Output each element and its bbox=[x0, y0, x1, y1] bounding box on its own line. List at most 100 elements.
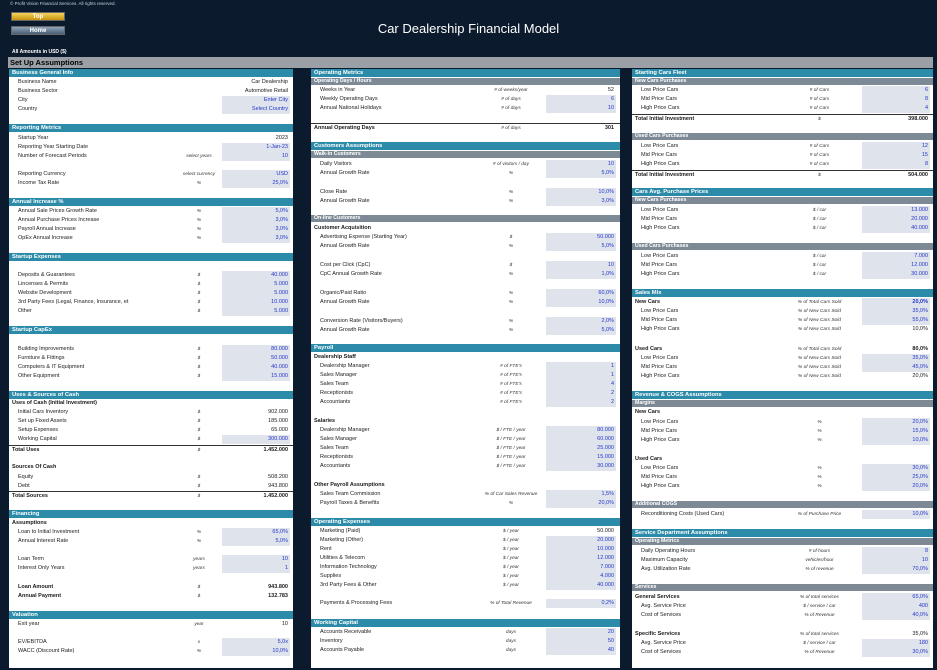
input-cell[interactable]: 40.000 bbox=[222, 271, 290, 280]
input-cell[interactable]: 2 bbox=[546, 398, 616, 407]
input-cell[interactable]: 20,0% bbox=[862, 482, 930, 491]
input-cell[interactable]: 20,0% bbox=[862, 418, 930, 427]
input-cell[interactable]: 1 bbox=[222, 564, 290, 573]
input-cell[interactable]: 1,5% bbox=[546, 490, 616, 499]
input-cell[interactable]: 20,0% bbox=[862, 298, 930, 307]
input-cell[interactable]: 30,0% bbox=[862, 648, 930, 657]
input-cell[interactable]: 30,0% bbox=[862, 464, 930, 473]
input-cell[interactable]: 1-Jan-23 bbox=[222, 143, 290, 152]
input-cell[interactable]: 3,0% bbox=[222, 216, 290, 225]
input-cell[interactable]: 20.000 bbox=[862, 215, 930, 224]
input-cell[interactable]: 5.000 bbox=[222, 280, 290, 289]
input-cell[interactable]: 8 bbox=[862, 160, 930, 169]
value-cell: 301 bbox=[604, 125, 614, 131]
input-cell[interactable]: 4.000 bbox=[546, 572, 616, 581]
input-cell[interactable]: 5,0% bbox=[546, 326, 616, 335]
input-cell[interactable]: 5.000 bbox=[222, 307, 290, 316]
input-cell[interactable]: 10,0% bbox=[222, 647, 290, 656]
input-cell[interactable]: 13.000 bbox=[862, 206, 930, 215]
input-cell[interactable]: 10 bbox=[222, 555, 290, 564]
input-cell[interactable]: 5.000 bbox=[222, 289, 290, 298]
input-cell[interactable]: 15.000 bbox=[546, 453, 616, 462]
input-cell[interactable]: 80.000 bbox=[222, 345, 290, 354]
input-cell[interactable]: 10,0% bbox=[546, 188, 616, 197]
input-cell[interactable]: 45,0% bbox=[862, 363, 930, 372]
input-cell[interactable]: 5,0% bbox=[546, 169, 616, 178]
input-cell[interactable]: 5,0% bbox=[222, 207, 290, 216]
row-label: Interest Only Years bbox=[18, 565, 65, 571]
input-cell[interactable]: 10 bbox=[546, 104, 616, 113]
input-cell[interactable]: 1 bbox=[546, 371, 616, 380]
input-cell[interactable]: 65,0% bbox=[862, 593, 930, 602]
input-cell[interactable]: 10 bbox=[862, 556, 930, 565]
input-cell[interactable]: 12.000 bbox=[862, 261, 930, 270]
input-cell[interactable]: 3,0% bbox=[546, 197, 616, 206]
input-cell[interactable]: 15.000 bbox=[222, 372, 290, 381]
input-cell[interactable]: 25.000 bbox=[546, 444, 616, 453]
input-cell[interactable]: 55,0% bbox=[862, 316, 930, 325]
input-cell[interactable]: 6 bbox=[546, 95, 616, 104]
input-cell[interactable]: 80.000 bbox=[546, 426, 616, 435]
input-cell[interactable]: 30.000 bbox=[862, 270, 930, 279]
top-button[interactable]: Top bbox=[11, 12, 65, 21]
input-cell[interactable]: 4 bbox=[546, 380, 616, 389]
input-cell[interactable]: 10 bbox=[546, 160, 616, 169]
input-cell[interactable]: 40.000 bbox=[546, 581, 616, 590]
input-cell[interactable]: 25,0% bbox=[222, 179, 290, 188]
input-cell[interactable]: 12.000 bbox=[546, 554, 616, 563]
row-reporting-year-starting-date: Reporting Year Starting Date 1-Jan-23 bbox=[9, 143, 293, 152]
row-unit: % bbox=[196, 218, 202, 223]
input-cell[interactable]: 70,0% bbox=[862, 565, 930, 574]
input-cell[interactable]: 50 bbox=[546, 637, 616, 646]
input-cell[interactable]: 40.000 bbox=[222, 363, 290, 372]
input-cell[interactable]: 12 bbox=[862, 142, 930, 151]
input-cell[interactable]: 50.000 bbox=[222, 354, 290, 363]
input-cell[interactable]: 15 bbox=[862, 151, 930, 160]
home-button[interactable]: Home bbox=[11, 26, 65, 35]
input-cell[interactable]: 2,0% bbox=[546, 317, 616, 326]
input-cell[interactable]: 5,0% bbox=[222, 537, 290, 546]
input-cell[interactable]: 1 bbox=[546, 362, 616, 371]
input-cell[interactable]: 4 bbox=[862, 104, 930, 113]
input-cell[interactable]: 25,0% bbox=[862, 473, 930, 482]
input-cell[interactable]: 35,0% bbox=[862, 307, 930, 316]
input-cell[interactable]: 10,0% bbox=[862, 510, 930, 519]
input-cell[interactable]: 1,0% bbox=[546, 270, 616, 279]
input-cell[interactable]: 6 bbox=[862, 86, 930, 95]
input-cell[interactable]: 10,0% bbox=[546, 298, 616, 307]
input-cell[interactable]: 10 bbox=[546, 261, 616, 270]
input-cell[interactable]: 5,0x bbox=[222, 638, 290, 647]
input-cell[interactable]: 180 bbox=[862, 639, 930, 648]
input-cell[interactable]: 60,0% bbox=[546, 289, 616, 298]
input-cell[interactable]: Enter City bbox=[222, 96, 290, 105]
input-cell[interactable]: 2 bbox=[546, 389, 616, 398]
input-cell[interactable]: 60.000 bbox=[546, 435, 616, 444]
input-cell[interactable]: 40 bbox=[546, 646, 616, 655]
input-cell[interactable]: 8 bbox=[862, 547, 930, 556]
input-cell[interactable]: 50.000 bbox=[546, 233, 616, 242]
input-cell[interactable]: 10 bbox=[222, 152, 290, 161]
input-cell[interactable]: 3,0% bbox=[222, 225, 290, 234]
input-cell[interactable]: 40,0% bbox=[862, 611, 930, 620]
input-cell[interactable]: 3,0% bbox=[222, 234, 290, 243]
input-cell[interactable]: 35,0% bbox=[862, 354, 930, 363]
input-cell[interactable]: 8 bbox=[862, 95, 930, 104]
input-cell[interactable]: 30.000 bbox=[546, 462, 616, 471]
input-cell[interactable]: 5,0% bbox=[546, 242, 616, 251]
input-cell[interactable]: 10,0% bbox=[862, 436, 930, 445]
input-cell[interactable]: USD bbox=[222, 170, 290, 179]
input-cell[interactable]: 20.000 bbox=[546, 536, 616, 545]
input-cell[interactable]: 10.000 bbox=[222, 298, 290, 307]
input-cell[interactable]: 20 bbox=[546, 628, 616, 637]
input-cell[interactable]: 15,0% bbox=[862, 427, 930, 436]
input-cell[interactable]: 400 bbox=[862, 602, 930, 611]
input-cell[interactable]: 7.000 bbox=[862, 252, 930, 261]
input-cell[interactable]: Select Country bbox=[222, 105, 290, 114]
input-cell[interactable]: 0,2% bbox=[546, 599, 616, 608]
input-cell[interactable]: 300.000 bbox=[222, 435, 290, 444]
input-cell[interactable]: 40.000 bbox=[862, 224, 930, 233]
input-cell[interactable]: 20,0% bbox=[546, 499, 616, 508]
input-cell[interactable]: 10.000 bbox=[546, 545, 616, 554]
input-cell[interactable]: 65,0% bbox=[222, 528, 290, 537]
input-cell[interactable]: 7.000 bbox=[546, 563, 616, 572]
